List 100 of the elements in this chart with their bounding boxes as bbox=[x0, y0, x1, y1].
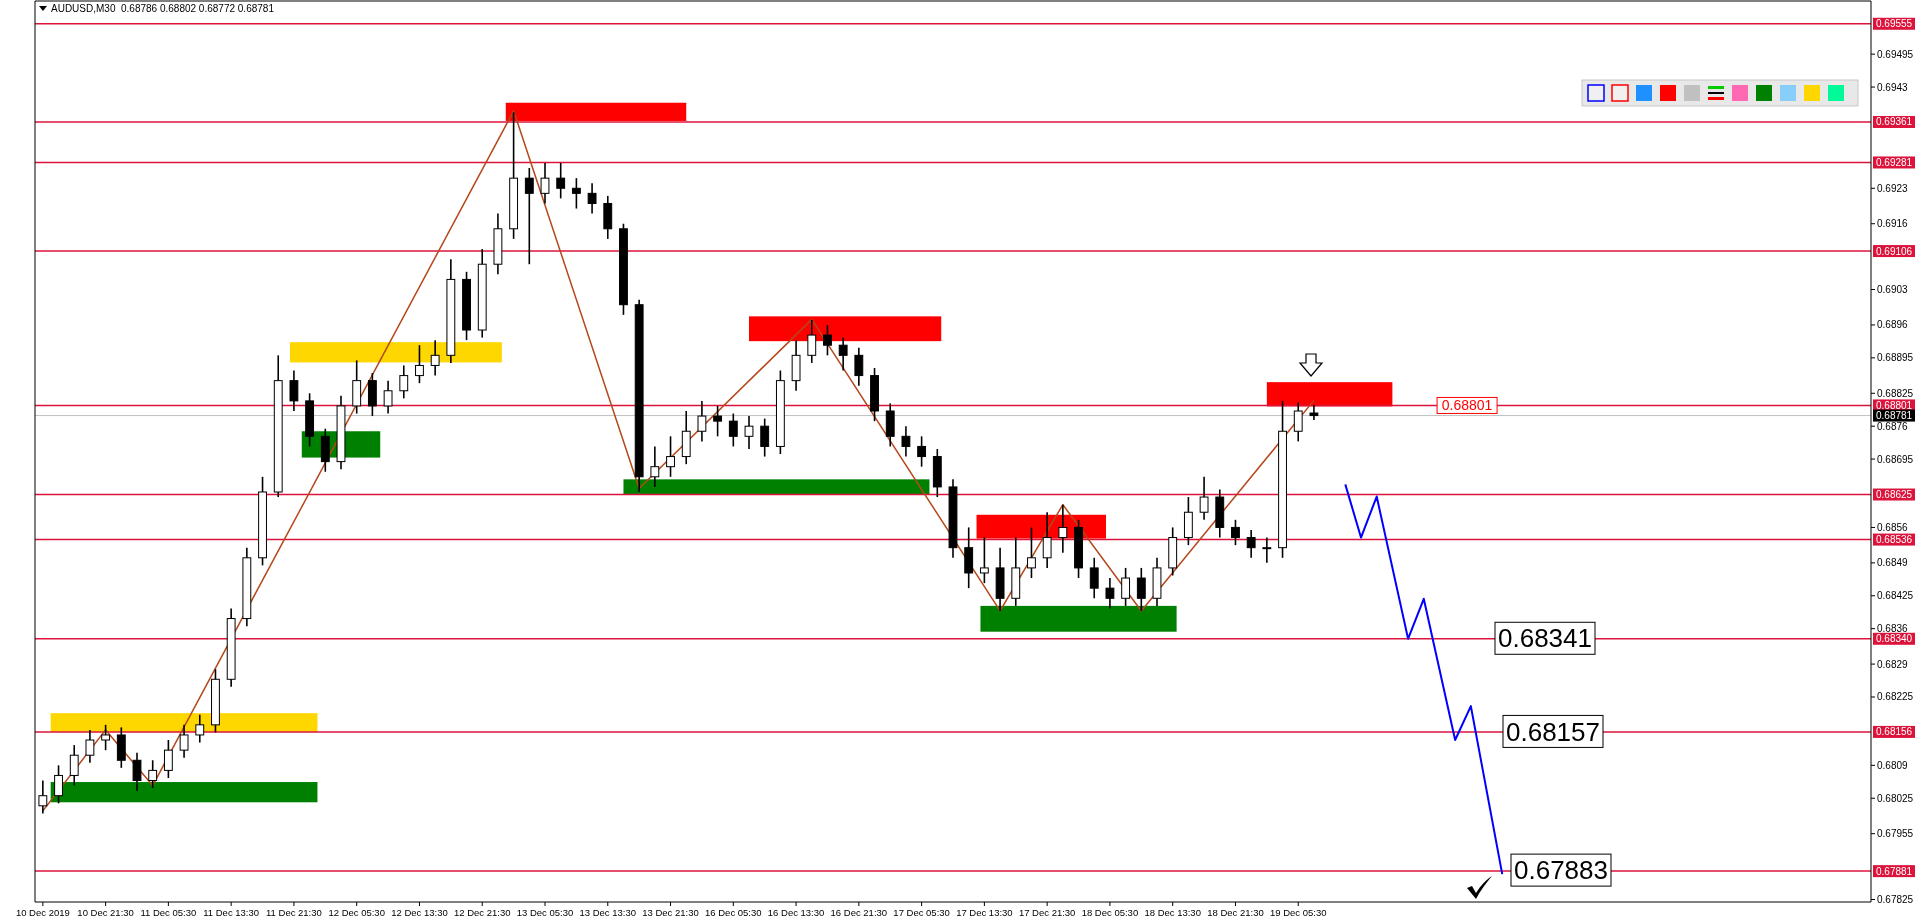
candlestick bbox=[383, 379, 393, 415]
candlestick bbox=[1199, 476, 1209, 521]
candlestick bbox=[838, 336, 848, 372]
candlestick bbox=[666, 435, 675, 478]
candlestick bbox=[713, 405, 723, 438]
x-tick-label: 17 Dec 21:30 bbox=[1018, 907, 1076, 918]
x-tick-label: 12 Dec 13:30 bbox=[391, 907, 448, 918]
y-tick-label: 0.68695 bbox=[1877, 453, 1914, 465]
y-tick-label: 0.6836 bbox=[1877, 623, 1909, 635]
line-series bbox=[42, 110, 1315, 812]
y-tick-label: 0.6923 bbox=[1877, 182, 1909, 194]
ref-line-label: 0.69281 bbox=[1876, 156, 1913, 168]
x-tick-label: 11 Dec 21:30 bbox=[266, 907, 322, 918]
x-tick-label: 11 Dec 13:30 bbox=[203, 907, 260, 918]
annotation: 0.68157 bbox=[1506, 716, 1600, 747]
y-tick-label: 0.6916 bbox=[1877, 218, 1909, 230]
x-tick-label: 16 Dec 05:30 bbox=[705, 907, 762, 918]
y-tick-label: 0.6809 bbox=[1877, 759, 1909, 771]
candlestick bbox=[101, 724, 111, 751]
candlestick bbox=[1042, 511, 1052, 569]
candlestick bbox=[1136, 567, 1146, 612]
candlestick bbox=[1058, 503, 1068, 554]
candlestick bbox=[587, 182, 597, 215]
ref-line-label: 0.68340 bbox=[1876, 633, 1913, 645]
candlestick bbox=[524, 167, 534, 266]
x-tick-label: 12 Dec 21:30 bbox=[453, 907, 511, 918]
candlestick bbox=[399, 364, 409, 400]
x-tick-label: 17 Dec 13:30 bbox=[956, 907, 1013, 918]
candlestick bbox=[148, 759, 158, 789]
ref-line-label: 0.68156 bbox=[1876, 726, 1913, 738]
x-tick-label: 10 Dec 21:30 bbox=[77, 907, 134, 918]
y-tick-label: 0.67955 bbox=[1877, 828, 1914, 840]
ref-line-label: 0.68625 bbox=[1876, 489, 1913, 501]
x-tick-label: 16 Dec 21:30 bbox=[830, 907, 888, 918]
candlestick bbox=[854, 346, 864, 387]
ref-line-label: 0.69106 bbox=[1876, 245, 1913, 257]
y-tick-label: 0.68895 bbox=[1877, 352, 1914, 364]
x-tick-label: 17 Dec 05:30 bbox=[893, 907, 950, 918]
annotation: 0.68801 bbox=[1441, 397, 1493, 414]
candlestick bbox=[85, 729, 95, 764]
y-tick-label: 0.69495 bbox=[1877, 48, 1914, 60]
candlestick bbox=[54, 764, 63, 805]
y-tick-label: 0.67825 bbox=[1877, 893, 1914, 905]
candlestick bbox=[1246, 529, 1256, 559]
candlestick bbox=[1309, 404, 1319, 421]
y-tick-label: 0.68025 bbox=[1877, 792, 1914, 804]
candlestick bbox=[556, 162, 566, 200]
x-tick-label: 18 Dec 05:30 bbox=[1081, 907, 1139, 918]
ref-line-label: 0.68781 bbox=[1876, 410, 1913, 422]
candlestick bbox=[69, 744, 79, 787]
ref-line-label: 0.69361 bbox=[1876, 116, 1913, 128]
x-tick-label: 13 Dec 05:30 bbox=[516, 907, 574, 918]
x-tick-label: 16 Dec 13:30 bbox=[767, 907, 825, 918]
candlestick bbox=[571, 177, 581, 210]
x-tick-label: 10 Dec 2019 bbox=[15, 907, 70, 918]
candlestick bbox=[979, 536, 989, 584]
candlestick bbox=[1262, 536, 1272, 564]
candlestick bbox=[415, 344, 424, 384]
y-tick-label: 0.6903 bbox=[1877, 284, 1909, 296]
ref-line-label: 0.67881 bbox=[1876, 865, 1913, 877]
candlestick bbox=[1121, 567, 1131, 607]
candlestick bbox=[697, 400, 707, 443]
x-tick-label: 12 Dec 05:30 bbox=[328, 907, 385, 918]
x-tick-label: 11 Dec 05:30 bbox=[140, 907, 197, 918]
y-tick-label: 0.68825 bbox=[1877, 387, 1914, 399]
candlestick bbox=[1293, 401, 1303, 443]
candlestick bbox=[728, 412, 738, 448]
candlestick bbox=[179, 724, 189, 759]
candlestick bbox=[289, 369, 299, 412]
x-tick-label: 13 Dec 13:30 bbox=[579, 907, 637, 918]
candlestick bbox=[823, 324, 832, 357]
candlestick bbox=[38, 779, 48, 815]
candlestick bbox=[1027, 526, 1036, 579]
y-tick-label: 0.6829 bbox=[1877, 658, 1909, 670]
ref-line-label: 0.68801 bbox=[1876, 399, 1913, 411]
candlestick bbox=[540, 162, 550, 205]
annotation: 0.68341 bbox=[1498, 623, 1592, 654]
candlestick bbox=[163, 739, 173, 779]
ref-line-label: 0.68536 bbox=[1876, 534, 1913, 546]
x-tick-label: 18 Dec 21:30 bbox=[1207, 907, 1264, 918]
candlestick bbox=[1105, 577, 1115, 610]
ref-line-label: 0.69555 bbox=[1876, 18, 1913, 30]
y-tick-label: 0.6943 bbox=[1877, 81, 1909, 93]
candlestick bbox=[807, 319, 817, 364]
x-tick-label: 19 Dec 05:30 bbox=[1269, 907, 1327, 918]
candlestick bbox=[650, 445, 660, 488]
y-tick-label: 0.6849 bbox=[1877, 557, 1909, 569]
candlestick bbox=[195, 713, 205, 744]
candlestick bbox=[1089, 557, 1099, 600]
y-tick-label: 0.68225 bbox=[1877, 691, 1914, 703]
x-tick-label: 18 Dec 13:30 bbox=[1144, 907, 1201, 918]
annotation: 0.67883 bbox=[1514, 855, 1608, 886]
y-tick-label: 0.6856 bbox=[1877, 521, 1909, 533]
y-tick-label: 0.68425 bbox=[1877, 590, 1914, 602]
candlestick bbox=[901, 425, 911, 458]
candlestick bbox=[430, 339, 440, 377]
candlestick bbox=[760, 417, 770, 458]
candlestick bbox=[1231, 519, 1240, 546]
candlestick bbox=[132, 751, 142, 792]
x-tick-label: 13 Dec 21:30 bbox=[642, 907, 699, 918]
